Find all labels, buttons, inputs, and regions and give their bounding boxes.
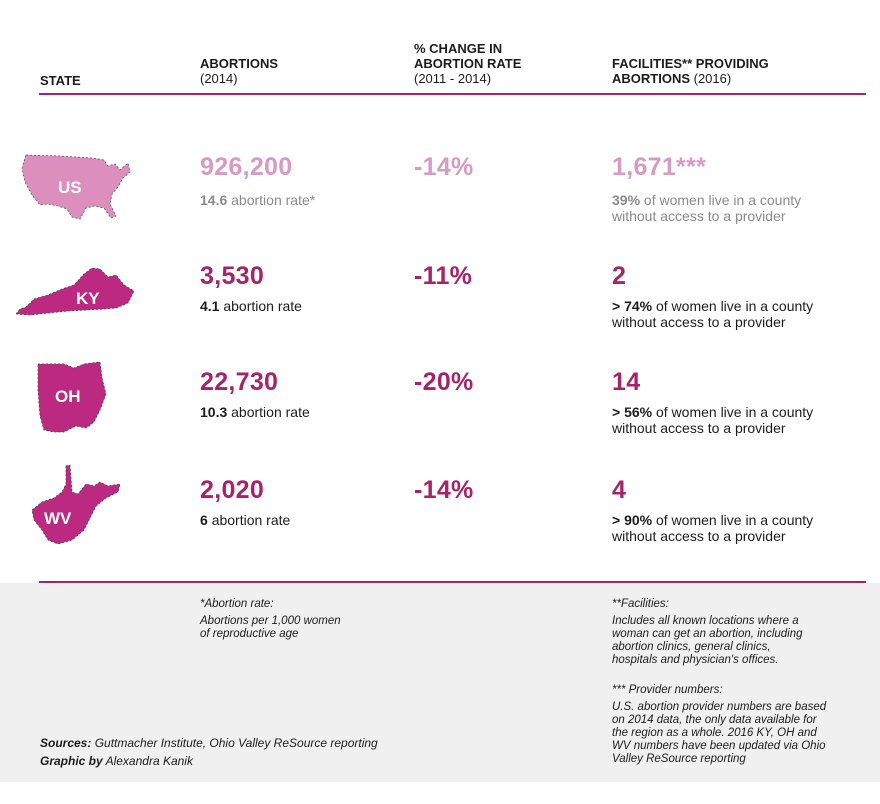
footnote-providers-line2: on 2014 data, the only data available fo… (612, 714, 817, 726)
footer-divider (39, 581, 866, 583)
wv-access-text: of women live in a county (655, 512, 814, 528)
footnote-providers: *** Provider numbers: U.S. abortion prov… (612, 684, 826, 766)
header-state: STATE (40, 73, 81, 88)
header-abortions: ABORTIONS (2014) (200, 56, 278, 86)
footnote-rate-line2: of reproductive age (200, 628, 299, 640)
ky-rate-label: abortion rate (223, 298, 302, 314)
us-map-label: US (58, 178, 82, 197)
wv-change: -14% (414, 476, 474, 504)
graphic-credit: Graphic by Alexandra Kanik (40, 754, 193, 768)
us-facilities: 1,671*** (612, 153, 707, 181)
wv-rate-value: 6 (200, 512, 208, 528)
ky-access-text2: without access to a provider (612, 314, 786, 330)
header-change-line2: ABORTION RATE (414, 56, 522, 71)
sources-line: Sources: Guttmacher Institute, Ohio Vall… (40, 736, 378, 750)
us-map-shape (21, 154, 131, 220)
header-abortions-label: ABORTIONS (200, 56, 278, 71)
footnote-facilities-title: **Facilities: (612, 598, 669, 610)
ky-change: -11% (414, 262, 473, 290)
ky-map-icon: KY (15, 267, 135, 316)
oh-map-label: OH (55, 387, 81, 406)
wv-facilities: 4 (612, 476, 627, 504)
footnote-providers-line3: the region as a whole. 2016 KY, OH and (612, 727, 817, 739)
wv-access-pct: > 90% (612, 512, 653, 528)
footnote-facilities-line1: Includes all known locations where a (612, 615, 799, 627)
header-state-label: STATE (40, 73, 81, 88)
footnote-facilities-line2: woman can get an abortion, including (612, 628, 803, 640)
oh-change: -20% (414, 368, 474, 396)
footer-panel (0, 583, 880, 782)
header-facilities: FACILITIES** PROVIDING ABORTIONS (2016) (612, 56, 769, 86)
header-abortions-sub: (2014) (200, 71, 238, 86)
footnote-rate-line1: Abortions per 1,000 women (200, 615, 341, 627)
header-facilities-sub: (2016) (693, 71, 732, 86)
oh-access-note: > 56% of women live in a county without a… (612, 404, 852, 436)
wv-abortions: 2,020 (200, 476, 265, 504)
header-facilities-line1: FACILITIES** PROVIDING (612, 56, 769, 71)
ky-map-label: KY (76, 289, 100, 308)
ky-facilities: 2 (612, 262, 627, 290)
header-change-sub: (2011 - 2014) (414, 71, 492, 86)
us-change: -14% (414, 153, 474, 181)
graphic-credit-text: Alexandra Kanik (105, 754, 193, 768)
oh-access-text: of women live in a county (655, 404, 814, 420)
footnote-rate: *Abortion rate: Abortions per 1,000 wome… (200, 598, 341, 641)
oh-rate-label: abortion rate (231, 404, 310, 420)
ky-access-text: of women live in a county (655, 298, 814, 314)
footnote-facilities-line4: hospitals and physician's offices. (612, 654, 779, 666)
oh-rate-value: 10.3 (200, 404, 228, 420)
oh-map-shape (37, 361, 107, 433)
sources-text: Guttmacher Institute, Ohio Valley ReSour… (94, 736, 378, 750)
ky-map-shape (15, 267, 135, 316)
graphic-credit-label: Graphic by (40, 754, 103, 768)
oh-map-icon: OH (37, 361, 107, 433)
ky-abortions: 3,530 (200, 262, 265, 290)
header-divider (39, 93, 866, 95)
ky-rate: 4.1 abortion rate (200, 298, 302, 314)
wv-map-label: WV (44, 509, 72, 528)
wv-access-note: > 90% of women live in a county without a… (612, 512, 852, 544)
sources-label: Sources: (40, 736, 92, 750)
us-access-note: 39% of women live in a county without acc… (612, 192, 852, 224)
ky-access-pct: > 74% (612, 298, 653, 314)
wv-map-icon: WV (31, 464, 121, 545)
us-rate-value: 14.6 (200, 192, 228, 208)
wv-map-shape (31, 464, 121, 545)
footnote-providers-line5: Valley ReSource reporting (612, 753, 746, 765)
ky-rate-value: 4.1 (200, 298, 220, 314)
wv-rate: 6 abortion rate (200, 512, 290, 528)
ky-access-note: > 74% of women live in a county without a… (612, 298, 852, 330)
footnote-facilities-line3: abortion clinics, general clinics, (612, 641, 771, 653)
us-abortions: 926,200 (200, 153, 293, 181)
us-access-text: of women live in a county (643, 192, 802, 208)
us-map-icon: US (21, 154, 131, 220)
wv-rate-label: abortion rate (211, 512, 291, 528)
us-rate: 14.6 abortion rate* (200, 192, 315, 208)
oh-access-text2: without access to a provider (612, 420, 786, 436)
us-access-text2: without access to a provider (612, 208, 786, 224)
footnote-facilities: **Facilities: Includes all known locatio… (612, 598, 803, 667)
oh-facilities: 14 (612, 368, 641, 396)
header-change: % CHANGE IN ABORTION RATE (2011 - 2014) (414, 41, 521, 86)
us-access-pct: 39% (612, 192, 641, 208)
footnote-providers-line4: WV numbers have been updated via Ohio (612, 740, 826, 752)
oh-abortions: 22,730 (200, 368, 279, 396)
wv-access-text2: without access to a provider (612, 528, 786, 544)
footnote-providers-title: *** Provider numbers: (612, 684, 723, 696)
header-facilities-line2: ABORTIONS (612, 71, 690, 86)
oh-rate: 10.3 abortion rate (200, 404, 310, 420)
us-rate-label: abortion rate* (231, 192, 316, 208)
oh-access-pct: > 56% (612, 404, 653, 420)
footnote-providers-line1: U.S. abortion provider numbers are based (612, 701, 827, 713)
footnote-rate-title: *Abortion rate: (200, 598, 274, 610)
header-change-line1: % CHANGE IN (414, 41, 503, 56)
